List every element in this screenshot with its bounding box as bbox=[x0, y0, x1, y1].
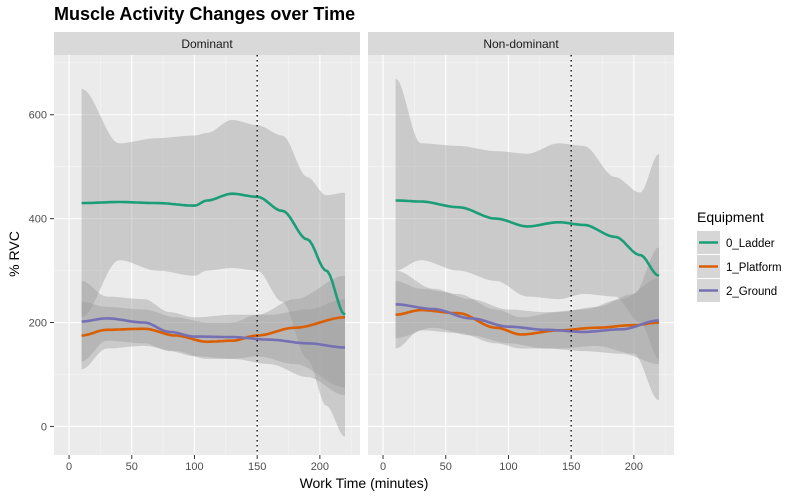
x-tick-label: 200 bbox=[625, 461, 643, 473]
x-tick-label: 0 bbox=[380, 461, 386, 473]
confidence-band-2_Ground bbox=[81, 281, 345, 396]
x-axis-title: Work Time (minutes) bbox=[300, 475, 429, 491]
confidence-band-1_Platform bbox=[81, 275, 345, 388]
x-tick-label: 200 bbox=[311, 461, 329, 473]
legend: Equipment 0_Ladder 1_Platform 2_Ground bbox=[697, 209, 782, 302]
facet-panels: Dominant 0 50 100 150 200 0 200 400 600 Non-domina… bbox=[29, 32, 674, 473]
x-tick-label: 100 bbox=[499, 461, 517, 473]
series-line-2_Ground bbox=[395, 303, 660, 334]
y-tick-label: 400 bbox=[29, 214, 47, 226]
facet-strip bbox=[368, 32, 674, 55]
x-tick-label: 50 bbox=[440, 461, 452, 473]
series-line-1_Platform bbox=[81, 316, 346, 344]
panel-background bbox=[54, 55, 360, 455]
facet-strip-label: Dominant bbox=[181, 37, 233, 51]
facet-strip-label: Non-dominant bbox=[483, 37, 559, 51]
confidence-band-0_Ladder bbox=[395, 78, 659, 359]
x-tick-label: 50 bbox=[126, 461, 138, 473]
panel-non-dominant: Non-dominant 0 50 100 150 200 bbox=[368, 32, 674, 473]
y-tick-label: 0 bbox=[41, 421, 47, 433]
panel-dominant: Dominant 0 50 100 150 200 0 200 400 600 bbox=[29, 32, 360, 473]
legend-title: Equipment bbox=[697, 209, 764, 225]
legend-label: 2_Ground bbox=[726, 286, 777, 298]
facet-strip bbox=[54, 32, 360, 55]
chart-title: Muscle Activity Changes over Time bbox=[54, 4, 355, 24]
confidence-band-2_Ground bbox=[395, 270, 659, 365]
x-tick-label: 150 bbox=[562, 461, 580, 473]
confidence-band-0_Ladder bbox=[81, 88, 345, 437]
legend-label: 1_Platform bbox=[726, 262, 782, 274]
series-line-0_Ladder bbox=[395, 199, 660, 278]
y-tick-label: 200 bbox=[29, 318, 47, 330]
confidence-band-1_Platform bbox=[395, 247, 659, 401]
panel-background bbox=[368, 55, 674, 455]
series-line-0_Ladder bbox=[81, 192, 346, 316]
y-tick-label: 600 bbox=[29, 110, 47, 122]
legend-label: 0_Ladder bbox=[726, 238, 775, 250]
x-tick-label: 100 bbox=[185, 461, 203, 473]
y-axis-title: % RVC bbox=[6, 231, 22, 277]
x-tick-label: 150 bbox=[248, 461, 266, 473]
x-tick-label: 0 bbox=[66, 461, 72, 473]
series-line-2_Ground bbox=[81, 317, 346, 349]
series-line-1_Platform bbox=[395, 308, 660, 336]
